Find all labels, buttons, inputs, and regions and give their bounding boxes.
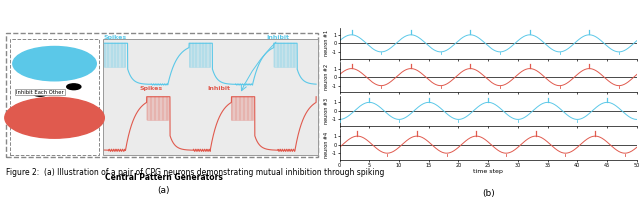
Text: Spikes: Spikes xyxy=(103,35,127,40)
Bar xyxy=(232,97,253,120)
Text: Figure 2:  (a) Illustration of a pair of CPG neurons demonstrating mutual inhibi: Figure 2: (a) Illustration of a pair of … xyxy=(6,168,385,177)
Bar xyxy=(104,43,125,67)
FancyBboxPatch shape xyxy=(10,39,99,155)
Circle shape xyxy=(13,46,96,81)
Text: (a): (a) xyxy=(157,186,170,195)
Y-axis label: neuron #2: neuron #2 xyxy=(324,64,329,90)
Text: Central Pattern Generators: Central Pattern Generators xyxy=(105,173,223,182)
Text: Inhibit Each Other: Inhibit Each Other xyxy=(16,90,64,95)
FancyBboxPatch shape xyxy=(102,39,317,155)
Circle shape xyxy=(67,84,81,90)
Y-axis label: neuron #3: neuron #3 xyxy=(324,98,329,124)
Y-axis label: neuron #1: neuron #1 xyxy=(324,30,329,56)
Y-axis label: neuron #4: neuron #4 xyxy=(324,132,329,158)
Bar xyxy=(274,43,295,67)
Text: Inhibit: Inhibit xyxy=(266,35,289,40)
Text: (b): (b) xyxy=(482,189,495,198)
Circle shape xyxy=(33,90,47,96)
X-axis label: time step: time step xyxy=(473,169,503,174)
Text: Spikes: Spikes xyxy=(140,86,163,91)
Bar xyxy=(147,97,168,120)
Text: Inhibit: Inhibit xyxy=(207,86,230,91)
Bar xyxy=(189,43,210,67)
Circle shape xyxy=(5,97,104,138)
FancyBboxPatch shape xyxy=(6,33,317,157)
